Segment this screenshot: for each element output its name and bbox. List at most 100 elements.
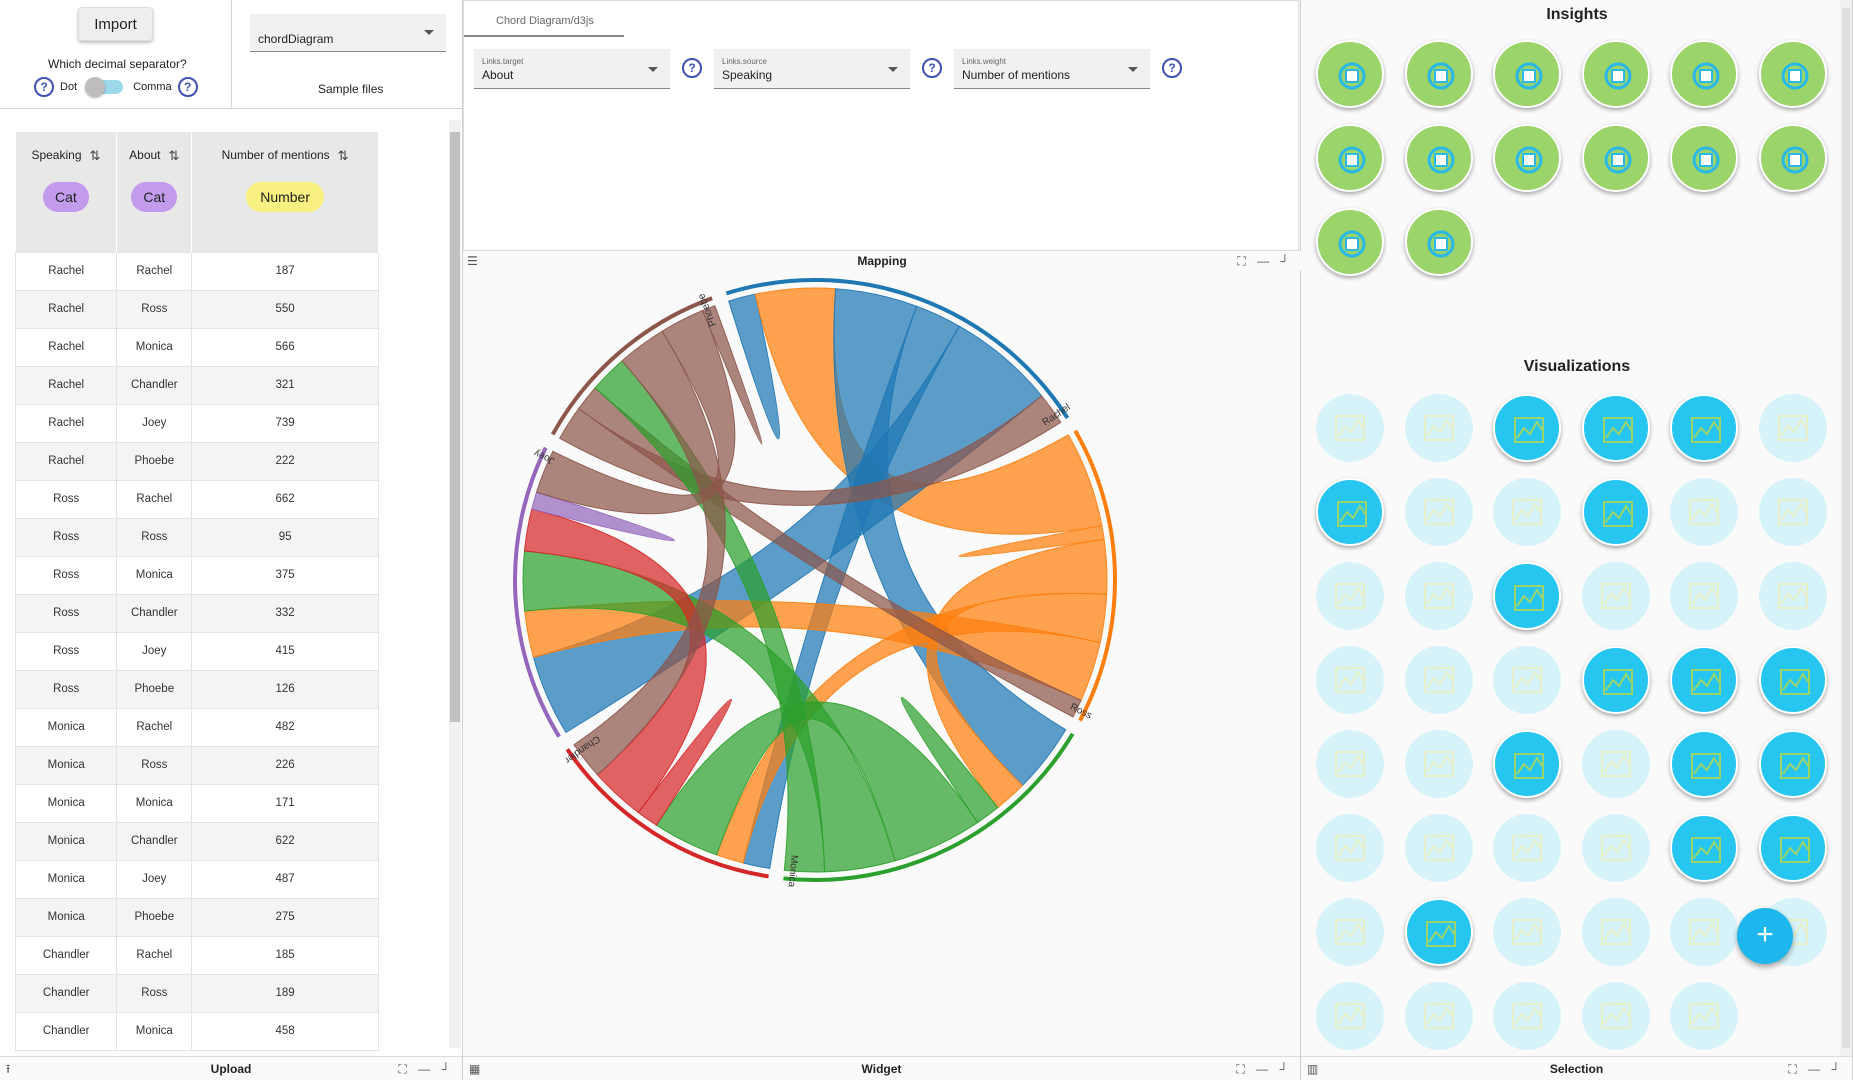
column-type-badge[interactable]: Cat — [131, 182, 177, 212]
multi-line-icon[interactable] — [1493, 730, 1561, 798]
dataset-select[interactable]: chordDiagram — [250, 14, 446, 52]
target-icon[interactable] — [1582, 898, 1650, 966]
help-icon[interactable]: ? — [178, 77, 198, 97]
table-cell: Rachel — [16, 328, 117, 366]
globe-icon[interactable] — [1582, 478, 1650, 546]
links-source-select[interactable]: Links.source Speaking — [714, 49, 910, 89]
sun-icon[interactable] — [1405, 982, 1473, 1050]
bracket-icon[interactable] — [1670, 124, 1738, 192]
circle-pack-icon[interactable] — [1759, 478, 1827, 546]
table-cell: 275 — [192, 898, 379, 936]
dot-cluster-icon[interactable] — [1316, 124, 1384, 192]
scatter-box-icon[interactable] — [1405, 898, 1473, 966]
sunburst-icon[interactable] — [1582, 730, 1650, 798]
area-icon[interactable] — [1405, 562, 1473, 630]
table-scrollbar[interactable] — [449, 120, 461, 1048]
area-map-icon[interactable] — [1316, 394, 1384, 462]
import-button[interactable]: Import — [78, 7, 153, 41]
scrollbar-thumb[interactable] — [450, 132, 460, 722]
table-cell: Ross — [16, 480, 117, 518]
boxes-icon[interactable] — [1759, 394, 1827, 462]
separator-toggle[interactable] — [87, 80, 123, 94]
window-controls[interactable]: ⛶ — ┘ — [398, 1057, 454, 1081]
gauge-icon[interactable] — [1493, 646, 1561, 714]
table-icon[interactable] — [1316, 730, 1384, 798]
help-icon[interactable]: ? — [1162, 58, 1182, 78]
tab-chord-diagram[interactable]: Chord Diagram/d3js — [464, 1, 624, 37]
mountain-chart-icon[interactable] — [1582, 394, 1650, 462]
pie-icon[interactable] — [1759, 814, 1827, 882]
scatter-icon[interactable] — [1316, 478, 1384, 546]
table-cell: 189 — [192, 974, 379, 1012]
sort-icon[interactable]: ⇅ — [338, 148, 349, 164]
map-pins-icon[interactable] — [1405, 646, 1473, 714]
square-overlap-icon[interactable] — [1582, 124, 1650, 192]
links-weight-select[interactable]: Links.weight Number of mentions — [954, 49, 1150, 89]
sliders-icon[interactable]: ☰ — [467, 251, 478, 271]
bar-error-icon[interactable] — [1759, 562, 1827, 630]
flow-icon[interactable] — [1493, 898, 1561, 966]
window-controls[interactable]: ⛶ — ┘ — [1236, 1057, 1292, 1081]
recycle-icon[interactable] — [1316, 814, 1384, 882]
comma-label: Comma — [133, 81, 172, 93]
scatter-line-icon[interactable] — [1670, 730, 1738, 798]
sample-files-link[interactable]: Sample files — [318, 82, 383, 96]
table-cell: Monica — [16, 860, 117, 898]
bar-chart-icon[interactable] — [1670, 394, 1738, 462]
area-2-icon[interactable] — [1670, 898, 1738, 966]
matrix-icon[interactable] — [1493, 982, 1561, 1050]
graph-icon[interactable] — [1759, 730, 1827, 798]
candlestick-icon[interactable] — [1493, 478, 1561, 546]
bar-small-icon[interactable] — [1405, 730, 1473, 798]
dendrogram-icon[interactable] — [1405, 814, 1473, 882]
column-type-badge[interactable]: Cat — [43, 182, 89, 212]
donut-icon[interactable] — [1493, 562, 1561, 630]
column-chart-icon[interactable] — [1670, 646, 1738, 714]
divider — [0, 108, 463, 109]
hatched-squares-icon[interactable] — [1493, 40, 1561, 108]
help-icon[interactable]: ? — [34, 77, 54, 97]
triangle-icon[interactable] — [1405, 208, 1473, 276]
list-icon[interactable] — [1405, 394, 1473, 462]
add-button[interactable]: + — [1737, 908, 1793, 964]
window-controls[interactable]: ⛶ — ┘ — [1237, 251, 1293, 271]
bulb-icon[interactable] — [1670, 982, 1738, 1050]
dash-line-icon[interactable] — [1670, 40, 1738, 108]
venn-icon[interactable] — [1582, 982, 1650, 1050]
treemap-icon[interactable] — [1670, 814, 1738, 882]
wave-icon[interactable] — [1493, 124, 1561, 192]
column-type-badge[interactable]: Number — [246, 182, 324, 212]
arrow-clock-icon[interactable] — [1759, 40, 1827, 108]
dots-grid-icon[interactable] — [1670, 562, 1738, 630]
world-map-2-icon[interactable] — [1582, 562, 1650, 630]
two-squares-icon[interactable] — [1405, 40, 1473, 108]
sort-icon[interactable]: ⇅ — [90, 148, 101, 164]
window-controls[interactable]: ⛶ — ┘ — [1788, 1057, 1844, 1081]
country-map-icon[interactable] — [1670, 478, 1738, 546]
line-chart-icon[interactable] — [1759, 646, 1827, 714]
route-icon[interactable] — [1759, 124, 1827, 192]
help-icon[interactable]: ? — [682, 58, 702, 78]
column-header[interactable]: Speaking⇅Cat — [16, 132, 117, 252]
column-header[interactable]: About⇅Cat — [117, 132, 192, 252]
world-map-icon[interactable] — [1405, 478, 1473, 546]
selection-scrollbar[interactable] — [1840, 0, 1852, 1056]
swap-arrow-icon[interactable] — [1316, 208, 1384, 276]
radial-icon[interactable] — [1316, 898, 1384, 966]
europe-map-icon[interactable] — [1316, 562, 1384, 630]
arc-icon[interactable] — [1493, 394, 1561, 462]
heatmap-icon[interactable] — [1582, 646, 1650, 714]
hexagon-grid-icon[interactable] — [1316, 40, 1384, 108]
help-icon[interactable]: ? — [922, 58, 942, 78]
links-target-select[interactable]: Links.target About — [474, 49, 670, 89]
column-header[interactable]: Number of mentions⇅Number — [192, 132, 379, 252]
stream-icon[interactable] — [1316, 982, 1384, 1050]
tree-icon[interactable] — [1493, 814, 1561, 882]
network-line-icon[interactable] — [1582, 40, 1650, 108]
parallel-icon[interactable] — [1582, 814, 1650, 882]
scrollbar-thumb[interactable] — [1842, 8, 1850, 1048]
cycle-icon[interactable] — [1405, 124, 1473, 192]
sort-icon[interactable]: ⇅ — [169, 148, 180, 164]
network-icon[interactable] — [1316, 646, 1384, 714]
